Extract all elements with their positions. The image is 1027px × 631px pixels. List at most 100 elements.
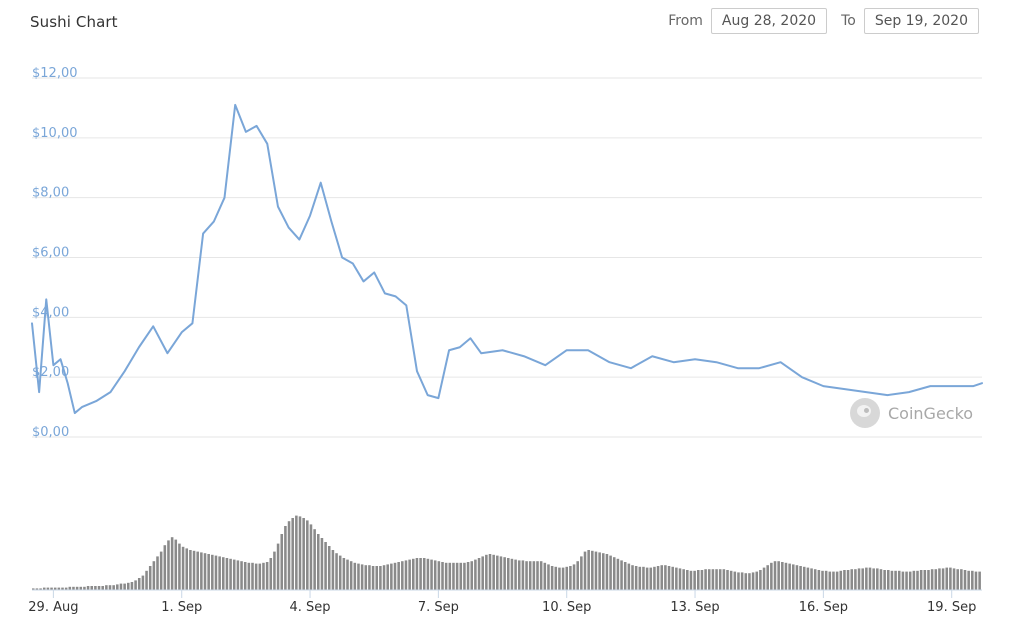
volume-bar [751,572,755,590]
volume-bar [196,551,199,590]
volume-bar [616,558,620,590]
volume-bar [547,564,550,590]
volume-bar [806,567,810,590]
volume-bar [463,562,466,590]
volume-bar [887,570,890,590]
volume-bar [148,566,152,590]
volume-bar [890,570,894,590]
volume-bar [773,561,777,590]
volume-bar [426,558,430,590]
volume-bar [192,550,196,590]
volume-bar [200,552,203,590]
volume-bar [324,542,327,590]
volume-bar [163,545,167,590]
from-date-input[interactable]: Aug 28, 2020 [710,8,828,34]
volume-bar [744,573,748,590]
volume-bar [536,561,539,590]
volume-bar [788,563,791,590]
volume-bar [61,587,64,590]
volume-bar [79,586,83,590]
volume-bar [843,570,846,590]
x-tick-label: 16. Sep [799,600,848,615]
x-tick-label: 1. Sep [161,600,202,615]
volume-bar [466,562,470,590]
volume-bar [602,553,605,590]
volume-bar [729,570,733,590]
volume-bar [718,569,722,590]
x-tick-label: 29. Aug [28,600,78,615]
volume-bar [656,566,660,590]
volume-bar [137,578,141,590]
volume-bar [905,571,908,590]
volume-bar [539,561,543,590]
volume-bar [821,570,824,590]
volume-bar [824,570,828,590]
volume-bar [558,567,561,590]
y-tick-label: $8,00 [32,186,69,201]
volume-bar [583,551,587,590]
volume-bar [390,563,393,590]
volume-bar [525,561,528,590]
volume-bar [667,566,671,590]
to-date-input[interactable]: Sep 19, 2020 [863,8,979,34]
volume-bar [777,561,780,590]
volume-bar [894,570,897,590]
volume-bar [254,563,258,590]
volume-bar [57,587,61,590]
volume-bar [503,557,506,590]
volume-bar [857,568,861,590]
volume-bar [207,554,210,590]
volume-bar [565,566,569,590]
volume-bar [437,561,441,590]
volume-bar [748,573,751,590]
volume-bar [839,570,843,590]
volume-bar [412,558,415,590]
volume-bar [159,551,163,590]
volume-bar [671,566,674,590]
volume-bar [507,558,510,590]
volume-bar [258,563,262,590]
volume-bar [236,560,240,590]
volume-bar [517,560,521,590]
to-label: To [841,13,856,29]
volume-bar [353,562,357,590]
volume-bar [240,561,243,590]
volume-bar [766,565,769,590]
volume-bar [284,526,287,590]
volume-bar [39,588,42,590]
volume-bar [97,586,101,590]
volume-bar [178,543,181,590]
volume-bar [664,565,667,590]
volume-bar [832,571,835,590]
volume-bar [72,586,75,590]
volume-bar [521,560,525,590]
volume-bar [919,570,923,590]
y-tick-label: $4,00 [32,305,69,320]
volume-bar [189,550,192,590]
volume-bar [740,572,744,590]
volume-bar [481,556,484,590]
volume-bar [90,586,94,590]
volume-bar [35,588,39,590]
volume-bar [678,568,682,590]
volume-bar [225,558,229,590]
volume-bar [543,562,547,590]
volume-bar [802,566,806,590]
volume-bar [317,534,320,590]
x-axis-layer: 29. Aug 1. Sep 4. Sep 7. Sep 10. Sep 13. Sep 1… [28,589,982,615]
volume-bar [397,562,400,590]
volume-bar [817,570,821,590]
volume-bar [68,586,72,590]
volume-bar [64,587,68,590]
volume-bar [686,570,689,590]
volume-bar [737,572,740,590]
volume-bar [499,556,503,590]
volume-bar [123,583,126,590]
volume-bar [634,566,638,590]
grid-layer [32,77,982,438]
volume-bar [185,548,189,590]
volume-bar [53,587,57,590]
volume-bar [594,551,598,590]
volume-bar [726,570,729,590]
volume-bar [492,554,495,590]
